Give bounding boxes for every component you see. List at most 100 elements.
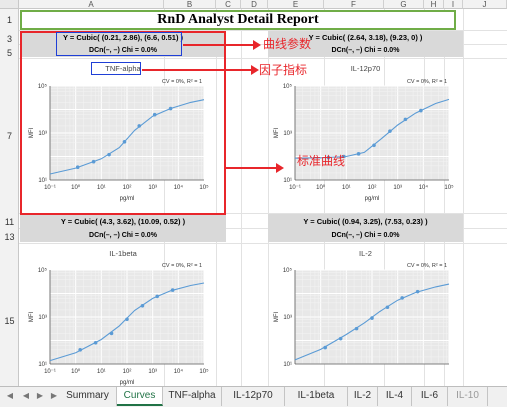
row-number-13[interactable]: 13 [4,232,15,242]
sheet-tab[interactable]: IL-2 [348,387,378,406]
standard-point[interactable] [342,154,346,159]
standard-point[interactable] [170,288,175,292]
column-header-d[interactable]: D [241,0,268,9]
x-axis-label: pg/ml [120,380,135,386]
standard-point[interactable] [370,316,374,320]
x-tick-label: 10⁵ [444,184,454,191]
standard-point[interactable] [338,336,343,341]
standard-point[interactable] [125,317,129,322]
column-header-i[interactable]: I [444,0,463,9]
curve-equation[interactable]: Y = Cubic( (0.94, 3.25), (7.53, 0.23) ) [303,217,428,226]
x-tick-label: 10² [368,185,377,191]
grid-line [268,9,269,386]
standard-point[interactable] [91,159,96,164]
dc-chi-value[interactable]: DCn(–, –) Chi = 0.0% [89,232,157,239]
standard-point[interactable] [326,155,331,160]
dc-chi-value[interactable]: DCn(–, –) Chi = 0.0% [331,232,400,239]
report-title-cell[interactable]: RnD Analyst Detail Report [20,10,456,30]
standard-point[interactable] [419,108,423,113]
column-header-c[interactable]: C [216,0,241,9]
x-tick-label: 10⁵ [199,368,209,375]
column-header-a[interactable]: A [19,0,164,9]
chart-svg: 10⁻¹ 10⁰ 10¹ 10² 10³ 10⁴ 10⁵ 10¹ 10³ 10⁵ CV = 0%, … [29,79,209,202]
standard-point[interactable] [93,340,98,345]
arrow-head [276,163,284,173]
standard-point[interactable] [388,129,392,133]
column-header-b[interactable]: B [164,0,216,9]
previous-sheet-button[interactable]: ◀ [22,391,30,400]
standard-point[interactable] [385,305,390,310]
standard-curve-line [294,283,450,361]
standard-point[interactable] [155,294,159,299]
curve-equation[interactable]: Y = Cubic( (4.3, 3.62), (10.09, 0.52) ) [60,217,186,226]
analyte-name[interactable]: TNF-alpha [105,64,141,73]
arrow-line [142,69,253,71]
dc-chi-value[interactable]: DCn(–, –) Chi = 0.0% [331,47,400,54]
analyte-name[interactable]: IL-12p70 [350,64,381,73]
curve-equation[interactable]: Y = Cubic( (2.64, 3.18), (9.23, 0) ) [308,33,423,42]
dc-chi-value[interactable]: DCn(–, –) Chi = 0.0% [89,47,157,54]
sheet-tab[interactable]: IL-10 [448,387,488,406]
standard-point[interactable] [356,152,361,156]
standard-point[interactable] [400,296,404,300]
arrow-line [183,44,255,46]
sheet-tab[interactable]: IL-12p70 [222,387,285,406]
y-tick-label: 10¹ [38,362,47,368]
chart-legend: CV = 0%, R² = 1 [162,79,202,85]
standard-point[interactable] [109,331,114,336]
standard-point[interactable] [415,289,420,294]
standard-point[interactable] [323,345,327,350]
select-all-corner[interactable] [0,0,19,9]
standard-curve-chart[interactable]: 10¹ 10³ 10⁵ CV = 0%, R² = 1 MFI [271,258,456,386]
chart-legend: CV = 0%, R² = 1 [162,263,202,269]
standard-point[interactable] [372,143,376,148]
sheet-tab[interactable]: Summary [59,387,117,406]
standard-point[interactable] [137,124,142,128]
standard-curve-chart[interactable]: 10⁻¹ 10⁰ 10¹ 10² 10³ 10⁴ 10⁵ 10¹ 10³ 10⁵ CV = 0%, … [26,74,211,204]
sheet-tab[interactable]: IL-6 [412,387,448,406]
standard-point[interactable] [168,106,173,111]
spreadsheet-sheet[interactable]: A B C D E F G H I J 1 3 5 7 11 13 15 RnD… [0,0,507,386]
standard-point[interactable] [140,303,145,308]
standard-point[interactable] [152,112,157,117]
standard-point[interactable] [107,152,111,157]
row-number-11[interactable]: 11 [4,217,15,227]
sheet-tab[interactable]: IL-4 [378,387,412,406]
curve-equation[interactable]: Y = Cubic( (0.21, 2.86), (6.6, 0.51) ) [62,33,184,42]
analyte-name[interactable]: IL-1beta [109,249,137,258]
standard-point[interactable] [122,140,127,144]
grid-line [19,58,507,59]
column-header-f[interactable]: F [324,0,384,9]
column-header-j[interactable]: J [463,0,507,9]
column-header-h[interactable]: H [424,0,444,9]
row-number-7[interactable]: 7 [6,131,12,141]
sheet-tab[interactable]: IL-1beta [285,387,348,406]
standard-curve-chart[interactable]: 10⁻¹ 10⁰ 10¹ 10² 10³ 10⁴ 10⁵ 10¹ 10³ 10⁵ CV = 0%, … [271,74,456,204]
annotation-standard-curve: 标准曲线 [297,154,346,168]
chart-legend: CV = 0%, R² = 1 [407,79,447,85]
standard-point[interactable] [78,348,82,352]
last-sheet-button[interactable]: ▶ [50,391,58,400]
annotation-factor-indicator: 因子指标 [259,63,308,77]
row-number-3[interactable]: 3 [6,34,12,44]
standard-point[interactable] [75,165,80,170]
standard-point[interactable] [354,326,359,331]
x-tick-label: 10² [123,185,132,191]
grid-line [444,9,445,386]
chart-legend: CV = 0%, R² = 1 [407,263,447,269]
first-sheet-button[interactable]: ◀ [6,391,14,400]
standard-point[interactable] [403,117,408,122]
standard-curve-line [49,282,205,362]
row-number-5[interactable]: 5 [6,48,12,58]
grid-line [19,213,507,214]
analyte-name[interactable]: IL-2 [359,249,372,258]
next-sheet-button[interactable]: ▶ [36,391,44,400]
row-number-1[interactable]: 1 [6,15,12,25]
sheet-tab[interactable]: Curves [117,387,163,406]
sheet-tab[interactable]: TNF-alpha [163,387,222,406]
column-header-e[interactable]: E [268,0,324,9]
standard-curve-chart[interactable]: 10⁻¹ 10⁰ 10¹ 10² 10³ 10⁴ 10⁵ 10¹ 10³ 10⁵ CV = 0%, … [26,258,211,386]
analyte-highlight-box [91,62,141,75]
column-header-g[interactable]: G [384,0,424,9]
row-number-15[interactable]: 15 [4,316,15,326]
